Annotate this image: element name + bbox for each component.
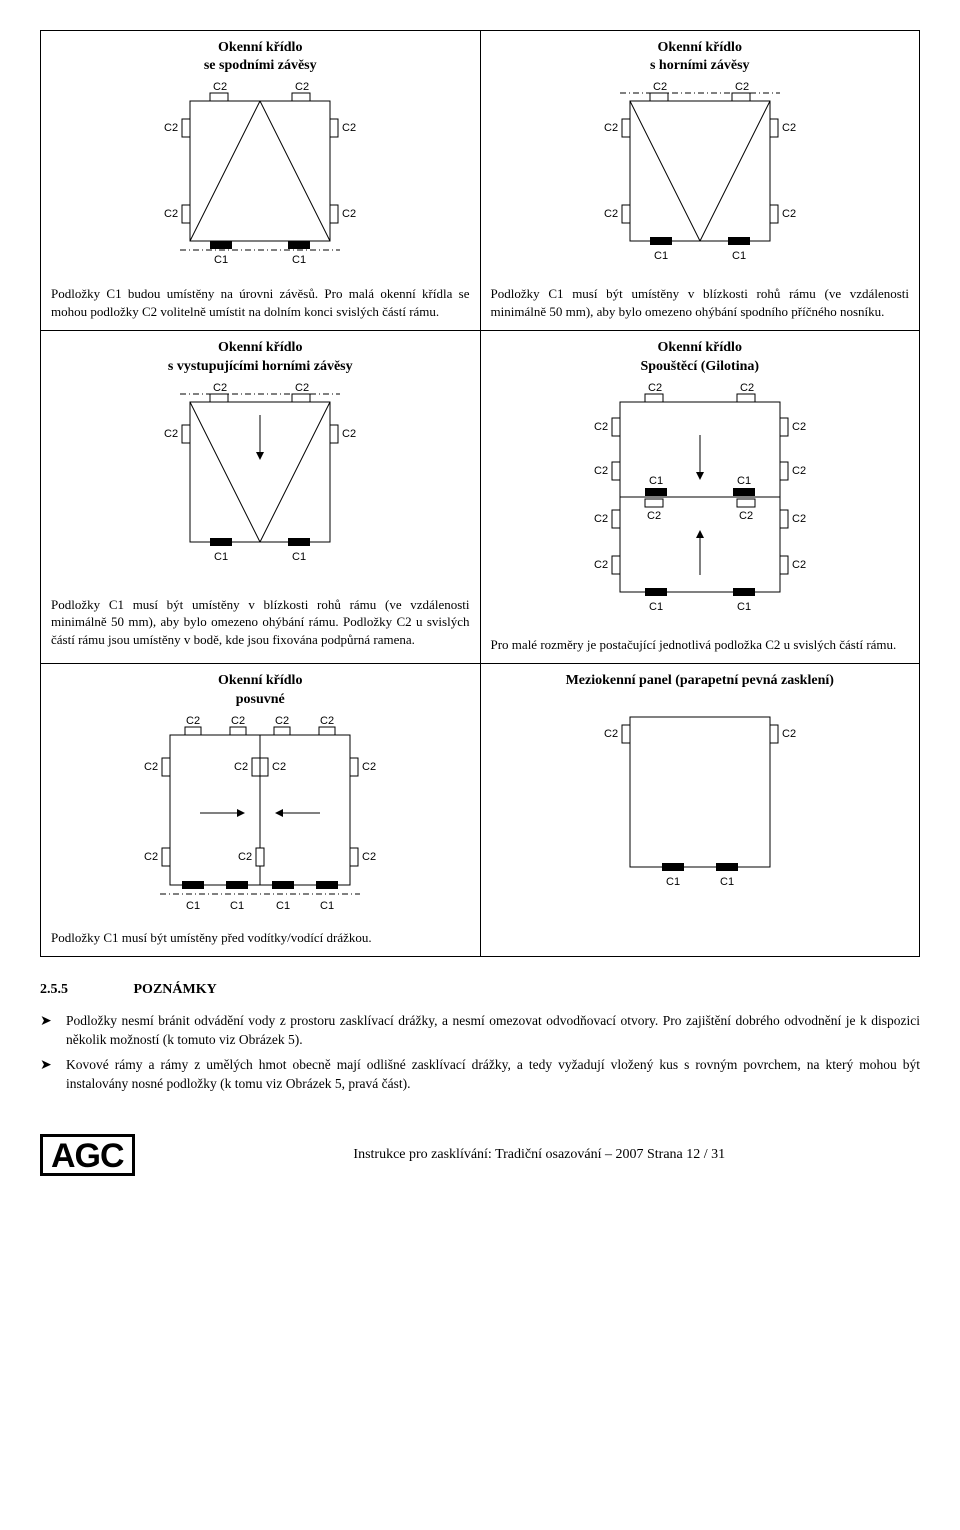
svg-text:C1: C1: [666, 876, 680, 888]
cell3-caption: Podložky C1 musí být umístěny v blízkost…: [51, 596, 470, 649]
svg-text:C2: C2: [342, 428, 356, 440]
svg-text:C2: C2: [144, 851, 158, 863]
cell2-title-l1: Okenní křídlo: [658, 40, 742, 55]
cell4-caption: Pro malé rozměry je postačující jednotli…: [491, 636, 910, 654]
diagram-table: Okenní křídlo se spodními závěsy C2 C2 C…: [40, 30, 920, 957]
svg-text:C2: C2: [653, 81, 667, 93]
svg-text:C1: C1: [649, 601, 663, 613]
svg-text:C1: C1: [654, 250, 668, 262]
svg-text:C2: C2: [604, 208, 618, 220]
diagram-top-hinges: C2 C2 C2 C2 C2 C2 C1 C1: [590, 79, 810, 279]
svg-text:C2: C2: [792, 513, 806, 525]
svg-text:C2: C2: [594, 513, 608, 525]
svg-text:C2: C2: [164, 428, 178, 440]
svg-text:C2: C2: [782, 208, 796, 220]
section-title: POZNÁMKY: [134, 982, 217, 997]
svg-text:C1: C1: [186, 900, 200, 912]
cell4-title-l2: Spouštěcí (Gilotina): [640, 359, 759, 374]
svg-text:C2: C2: [164, 122, 178, 134]
svg-text:C1: C1: [214, 254, 228, 266]
svg-text:C1: C1: [292, 551, 306, 563]
cell5-title-l2: posuvné: [236, 692, 285, 707]
section-number: 2.5.5: [40, 982, 130, 998]
cell2-caption: Podložky C1 musí být umístěny v blízkost…: [491, 285, 910, 320]
svg-text:C2: C2: [594, 465, 608, 477]
svg-text:C2: C2: [647, 510, 661, 522]
cell1-caption: Podložky C1 budou umístěny na úrovni záv…: [51, 285, 470, 320]
svg-text:C1: C1: [732, 250, 746, 262]
cell-guillotine: Okenní křídlo Spouštěcí (Gilotina) C2 C2…: [480, 331, 920, 664]
note-item: Kovové rámy a rámy z umělých hmot obecně…: [40, 1056, 920, 1094]
diagram-spandrel: C2 C2 C1 C1: [590, 695, 810, 905]
svg-text:C2: C2: [740, 382, 754, 394]
svg-text:C2: C2: [792, 421, 806, 433]
svg-text:C2: C2: [164, 208, 178, 220]
cell1-title-l1: Okenní křídlo: [218, 40, 302, 55]
svg-text:C1: C1: [720, 876, 734, 888]
section-header: 2.5.5 POZNÁMKY: [40, 982, 920, 998]
svg-text:C2: C2: [213, 81, 227, 93]
svg-text:C2: C2: [604, 728, 618, 740]
svg-text:C2: C2: [186, 715, 200, 727]
svg-text:C2: C2: [295, 81, 309, 93]
cell4-title-l1: Okenní křídlo: [658, 340, 742, 355]
svg-text:C1: C1: [737, 475, 751, 487]
cell-spandrel: Meziokenní panel (parapetní pevná zaskle…: [480, 664, 920, 957]
svg-text:C2: C2: [342, 122, 356, 134]
cell3-title-l2: s vystupujícími horními závěsy: [168, 359, 353, 374]
cell5-title-l1: Okenní křídlo: [218, 673, 302, 688]
svg-text:C2: C2: [604, 122, 618, 134]
diagram-guillotine: C2 C2 C2 C2 C2 C2 C1 C1 C2 C2 C2 C2 C2 C…: [575, 380, 825, 630]
svg-text:C2: C2: [275, 715, 289, 727]
svg-text:C2: C2: [272, 761, 286, 773]
svg-text:C2: C2: [792, 465, 806, 477]
svg-text:C2: C2: [792, 559, 806, 571]
svg-text:C2: C2: [739, 510, 753, 522]
page-footer: AGC Instrukce pro zasklívání: Tradiční o…: [40, 1134, 920, 1176]
svg-text:C1: C1: [649, 475, 663, 487]
svg-text:C2: C2: [782, 728, 796, 740]
svg-text:C2: C2: [594, 559, 608, 571]
svg-text:C1: C1: [214, 551, 228, 563]
svg-text:C2: C2: [213, 382, 227, 394]
cell3-title-l1: Okenní křídlo: [218, 340, 302, 355]
cell-bottom-hinges: Okenní křídlo se spodními závěsy C2 C2 C…: [41, 31, 481, 331]
svg-text:C2: C2: [234, 761, 248, 773]
svg-text:C2: C2: [320, 715, 334, 727]
cell-top-hinges: Okenní křídlo s horními závěsy C2 C2 C2 …: [480, 31, 920, 331]
svg-text:C2: C2: [295, 382, 309, 394]
cell-projecting-hinges: Okenní křídlo s vystupujícími horními zá…: [41, 331, 481, 664]
svg-text:C2: C2: [231, 715, 245, 727]
diagram-projecting-hinges: C2 C2 C2 C2 C1 C1: [150, 380, 370, 590]
svg-text:C2: C2: [735, 81, 749, 93]
svg-text:C1: C1: [737, 601, 751, 613]
diagram-sliding: C2 C2 C2 C2 C2 C2 C2 C2 C2 C2 C2 C1 C1: [130, 713, 390, 923]
cell-sliding: Okenní křídlo posuvné C2 C2 C2 C2 C2 C2 …: [41, 664, 481, 957]
cell6-title: Meziokenní panel (parapetní pevná zaskle…: [566, 673, 834, 688]
svg-text:C1: C1: [276, 900, 290, 912]
svg-text:C2: C2: [648, 382, 662, 394]
logo: AGC: [40, 1134, 135, 1176]
svg-text:C2: C2: [238, 851, 252, 863]
svg-text:C1: C1: [292, 254, 306, 266]
cell1-title-l2: se spodními závěsy: [204, 58, 317, 73]
svg-text:C2: C2: [144, 761, 158, 773]
notes-list: Podložky nesmí bránit odvádění vody z pr…: [40, 1012, 920, 1094]
svg-text:C2: C2: [362, 851, 376, 863]
note-item: Podložky nesmí bránit odvádění vody z pr…: [40, 1012, 920, 1050]
svg-text:C1: C1: [320, 900, 334, 912]
footer-text: Instrukce pro zasklívání: Tradiční osazo…: [159, 1147, 920, 1163]
svg-text:C2: C2: [782, 122, 796, 134]
cell2-title-l2: s horními závěsy: [650, 58, 750, 73]
svg-text:C2: C2: [342, 208, 356, 220]
cell5-caption: Podložky C1 musí být umístěny před vodít…: [51, 929, 470, 947]
svg-text:C2: C2: [362, 761, 376, 773]
svg-text:C2: C2: [594, 421, 608, 433]
diagram-bottom-hinges: C2 C2 C2 C2 C2 C2 C1 C1: [150, 79, 370, 279]
svg-text:C1: C1: [230, 900, 244, 912]
